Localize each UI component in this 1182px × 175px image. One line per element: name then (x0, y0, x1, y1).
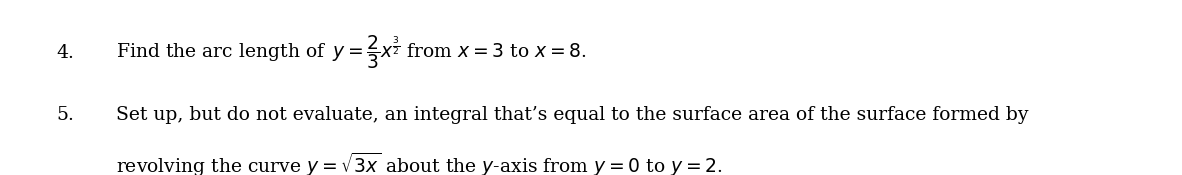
Text: 5.: 5. (57, 107, 74, 124)
Text: 4.: 4. (57, 44, 74, 61)
Text: revolving the curve $y = \sqrt{3x}$ about the $y$-axis from $y = 0$ to $y = 2$.: revolving the curve $y = \sqrt{3x}$ abou… (116, 150, 722, 175)
Text: Set up, but do not evaluate, an integral that’s equal to the surface area of the: Set up, but do not evaluate, an integral… (116, 107, 1028, 124)
Text: Find the arc length of $\,y = \dfrac{2}{3}x^{\frac{3}{2}}$ from $x = 3$ to $x = : Find the arc length of $\,y = \dfrac{2}{… (116, 34, 586, 71)
